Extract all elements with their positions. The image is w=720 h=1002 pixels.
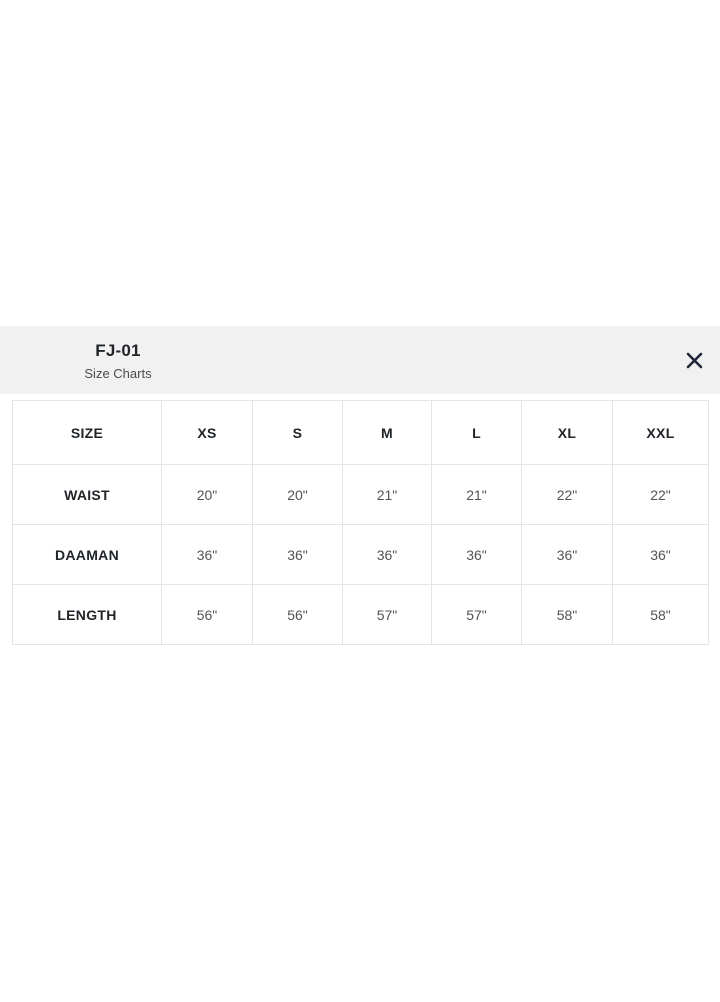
close-icon	[686, 352, 703, 368]
modal-title-block: FJ-01 Size Charts	[0, 339, 236, 381]
table-cell-length-xl: 58"	[521, 584, 613, 645]
table-cell-length-xs: 56"	[161, 584, 253, 645]
row-label-length: LENGTH	[12, 584, 162, 645]
table-row-length: LENGTH 56" 56" 57" 57" 58" 58"	[12, 584, 709, 645]
table-cell-length-s: 56"	[252, 584, 343, 645]
close-button[interactable]	[679, 345, 710, 376]
column-header-xxl: XXL	[612, 400, 709, 465]
column-header-xs: XS	[161, 400, 253, 465]
row-label-waist: WAIST	[12, 464, 162, 525]
table-cell-daaman-xs: 36"	[161, 524, 253, 585]
column-header-xl: XL	[521, 400, 613, 465]
table-cell-waist-xl: 22"	[521, 464, 613, 525]
table-cell-daaman-l: 36"	[431, 524, 522, 585]
column-header-l: L	[431, 400, 522, 465]
table-cell-waist-xs: 20"	[161, 464, 253, 525]
table-row-daaman: DAAMAN 36" 36" 36" 36" 36" 36"	[12, 524, 709, 585]
column-header-s: S	[252, 400, 343, 465]
table-cell-waist-l: 21"	[431, 464, 522, 525]
table-cell-daaman-xl: 36"	[521, 524, 613, 585]
table-cell-daaman-s: 36"	[252, 524, 343, 585]
table-cell-length-xxl: 58"	[612, 584, 709, 645]
table-cell-length-l: 57"	[431, 584, 522, 645]
row-label-daaman: DAAMAN	[12, 524, 162, 585]
table-cell-daaman-xxl: 36"	[612, 524, 709, 585]
size-chart-table: SIZE XS S M L XL XXL WAIST 20" 20" 21" 2…	[12, 400, 709, 645]
modal-subtitle: Size Charts	[84, 366, 152, 381]
table-row-waist: WAIST 20" 20" 21" 21" 22" 22"	[12, 464, 709, 525]
modal-header: FJ-01 Size Charts	[0, 326, 720, 394]
column-header-size: SIZE	[12, 400, 162, 465]
table-cell-length-m: 57"	[342, 584, 432, 645]
column-header-m: M	[342, 400, 432, 465]
table-cell-daaman-m: 36"	[342, 524, 432, 585]
table-cell-waist-xxl: 22"	[612, 464, 709, 525]
table-cell-waist-m: 21"	[342, 464, 432, 525]
table-header-row: SIZE XS S M L XL XXL	[12, 400, 709, 465]
table-cell-waist-s: 20"	[252, 464, 343, 525]
modal-title: FJ-01	[95, 341, 141, 360]
